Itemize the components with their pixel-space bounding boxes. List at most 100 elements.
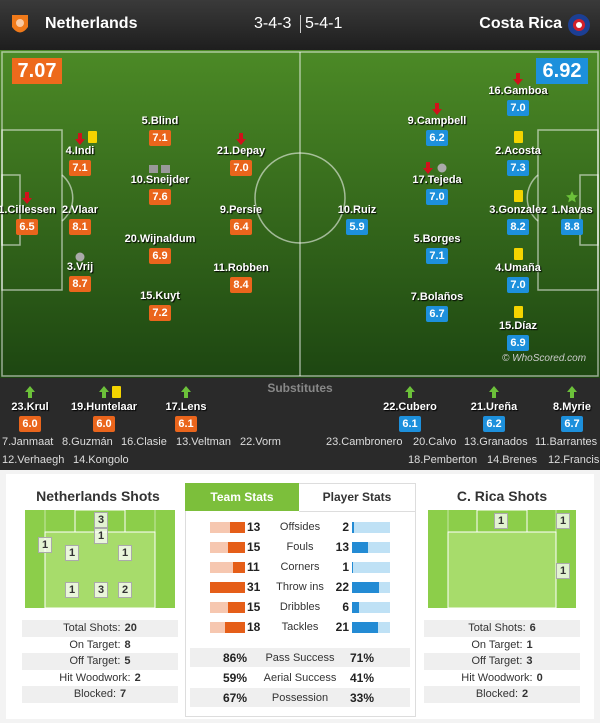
icon-up — [25, 386, 35, 398]
bench-player: 23.Cambronero — [326, 436, 403, 448]
away-bar — [352, 622, 378, 633]
shot-stat-label: Off Target: — [471, 655, 523, 667]
home-bar — [228, 602, 245, 613]
watermark: © WhoScored.com — [502, 353, 587, 364]
player-name: 10.Sneijder — [130, 174, 190, 186]
player-rating: 7.0 — [230, 160, 252, 176]
icon-ball — [437, 163, 447, 173]
shot-stat-row: Off Target: 3 — [424, 653, 580, 670]
shot-stat-row: On Target: 1 — [424, 636, 580, 654]
player-name: 4.Indi — [65, 145, 95, 157]
shot-stat-label: Blocked: — [73, 688, 117, 700]
shot-stat-value: 2 — [522, 688, 529, 700]
player-name: 21.Ureña — [470, 401, 518, 413]
player-name: 8.Myrie — [553, 401, 591, 413]
player-name: 5.Borges — [413, 233, 461, 245]
player-name: 1.Navas — [551, 204, 593, 216]
player-name: 23.Krul — [11, 401, 49, 413]
shot-stat-value: 2 — [134, 671, 141, 684]
bench-player: 11.Barrantes — [535, 436, 598, 448]
percent-row — [190, 648, 410, 667]
icon-up — [489, 386, 499, 398]
stat-label: Tackles — [281, 621, 319, 633]
shot-stat-value: 0 — [536, 671, 543, 684]
shot-stat-label: Total Shots: — [63, 622, 121, 634]
icon-down — [423, 162, 433, 174]
tab-team-stats[interactable]: Team Stats — [185, 483, 299, 511]
away-rating: 6.92 — [536, 58, 588, 84]
tab-player-stats[interactable]: Player Stats — [299, 483, 415, 512]
player-rating: 7.6 — [149, 189, 171, 205]
icon-up — [567, 386, 577, 398]
player-name: 1.Cillessen — [0, 204, 56, 216]
player-rating: 5.9 — [346, 219, 368, 235]
player-rating: 6.0 — [19, 416, 41, 432]
icon-down — [75, 133, 85, 145]
percent-label: Pass Success — [265, 652, 335, 664]
shot-stat-row: Total Shots: 6 — [424, 620, 580, 637]
player-rating: 6.2 — [483, 416, 505, 432]
player-rating: 7.1 — [149, 130, 171, 146]
stat-label: Dribbles — [279, 601, 321, 613]
away-stat-value: 6 — [342, 600, 349, 614]
player-rating: 7.1 — [426, 248, 448, 264]
player-name: 11.Robben — [213, 262, 269, 274]
player-rating: 8.8 — [561, 219, 583, 235]
player-name: 17.Tejeda — [412, 174, 462, 186]
stat-label: Fouls — [286, 541, 314, 553]
away-shots-title: C. Rica Shots — [456, 488, 548, 504]
shot-zone-count: 3 — [94, 512, 108, 528]
bench-player: 20.Calvo — [413, 436, 457, 448]
home-shots-title: Netherlands Shots — [36, 488, 160, 504]
away-percent: 71% — [349, 651, 375, 665]
away-team: Costa Rica — [479, 15, 562, 32]
player-rating: 6.9 — [149, 248, 171, 264]
player-rating: 6.1 — [399, 416, 421, 432]
player-name: 5.Blind — [141, 115, 179, 127]
away-bar — [352, 522, 355, 533]
shot-stat-label: Total Shots: — [468, 622, 526, 634]
percent-row — [190, 688, 410, 707]
bench-player: 18.Pemberton — [408, 454, 478, 466]
home-bar-track — [210, 562, 245, 573]
away-formation: 5-4-1 — [305, 15, 343, 32]
shot-zone-count: 1 — [65, 582, 79, 598]
home-bar-track — [210, 542, 245, 553]
stat-label: Corners — [280, 561, 320, 573]
player-rating: 7.0 — [426, 189, 448, 205]
shot-stat-value: 5 — [124, 655, 131, 667]
icon-down — [22, 192, 32, 204]
player-rating: 6.0 — [93, 416, 115, 432]
away-stat-value: 2 — [342, 520, 349, 534]
player-rating: 7.0 — [507, 100, 529, 116]
away-bar-track — [352, 562, 390, 573]
player-name: 4.Umaña — [495, 262, 541, 274]
shot-zone-count: 1 — [556, 563, 570, 579]
player-name: 2.Vlaar — [61, 204, 99, 216]
player-name: 17.Lens — [165, 401, 207, 413]
home-logo — [12, 15, 28, 33]
shot-stat-value: 1 — [526, 638, 533, 651]
shot-stat-label: On Target: — [69, 638, 121, 651]
shot-stat-row: Hit Woodwork: 0 — [424, 669, 580, 687]
player-name: 2.Acosta — [495, 145, 541, 157]
shot-stat-label: Off Target: — [69, 655, 121, 667]
player-rating: 6.9 — [507, 335, 529, 351]
player-rating: 7.1 — [69, 160, 91, 176]
away-bar — [352, 582, 379, 593]
shot-stat-value: 7 — [120, 688, 127, 700]
player-name: 10.Ruiz — [337, 204, 377, 216]
away-stat-value: 1 — [342, 560, 349, 574]
icon-down — [432, 103, 442, 115]
bench-player: 14.Kongolo — [73, 454, 129, 466]
away-percent: 33% — [349, 691, 375, 705]
shot-stat-value: 3 — [526, 655, 533, 667]
icon-up — [405, 386, 415, 398]
player-name: 3.Gonzalez — [489, 204, 547, 216]
player-name: 3.Vrij — [66, 261, 94, 273]
icon-boots — [148, 164, 172, 174]
home-stat-value: 18 — [247, 620, 261, 634]
bench-player: 22.Vorm — [240, 436, 281, 448]
away-stat-value: 21 — [335, 620, 349, 634]
